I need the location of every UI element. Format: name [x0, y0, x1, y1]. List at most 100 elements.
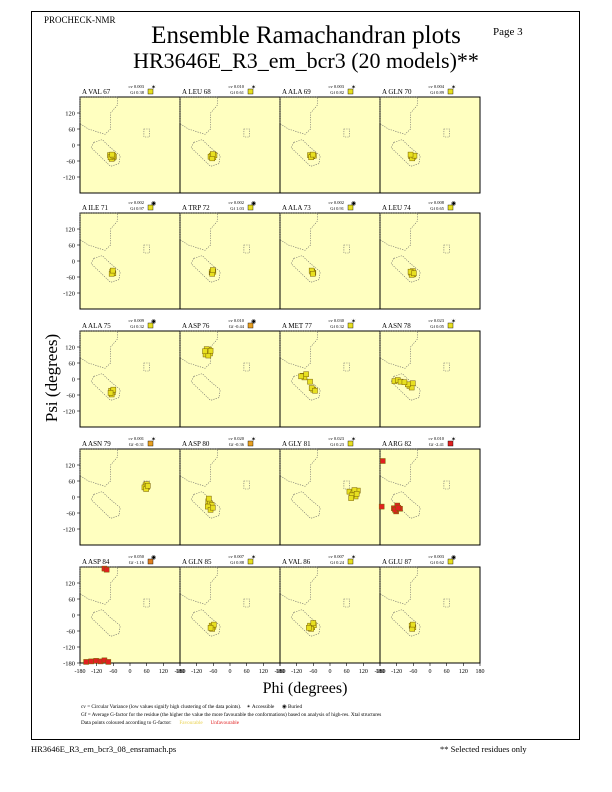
allowed-region-outline	[190, 373, 221, 401]
x-tick-label: -180	[175, 669, 186, 675]
page-title: Ensemble Ramachandran plots	[151, 22, 461, 49]
plot-panel	[279, 212, 381, 310]
data-point	[207, 347, 214, 354]
panel-label: A ARG 82	[382, 440, 412, 448]
panel-cv: cv 0.020	[229, 436, 245, 441]
data-point	[303, 371, 309, 377]
x-tick-label: 180	[476, 669, 485, 675]
data-point	[306, 625, 312, 631]
gf-color-swatch	[247, 558, 254, 565]
x-tick-label: 0	[429, 669, 432, 675]
allowed-region-outline	[190, 139, 221, 167]
data-point	[310, 620, 317, 626]
data-point	[312, 387, 318, 394]
allowed-region-outline	[379, 566, 418, 605]
allowed-region-outline	[343, 244, 350, 254]
allowed-region-outline	[190, 255, 221, 283]
x-tick-label: 0	[129, 669, 132, 675]
panel-cv: cv 0.001	[129, 436, 145, 441]
allowed-region-outline	[443, 244, 450, 254]
allowed-region-outline	[279, 212, 318, 251]
data-point	[145, 483, 151, 489]
allowed-region-outline	[190, 609, 221, 637]
allowed-region-outline	[390, 491, 421, 519]
data-point	[206, 495, 212, 502]
data-point	[211, 621, 217, 628]
buried-icon: ◉	[251, 201, 256, 207]
program-name: PROCHECK-NMR	[44, 15, 116, 25]
panel-gf: Gf 0.91	[330, 206, 344, 211]
panel-gf: Gf 0.65	[430, 206, 444, 211]
data-point	[353, 491, 360, 497]
panel-cv: cv 0.023	[329, 436, 345, 441]
panel-gf: Gf -0.36	[229, 442, 245, 447]
allowed-region-outline	[390, 255, 421, 283]
panel-cv: cv 0.002	[129, 200, 145, 205]
panel-gf: Gf -0.44	[229, 324, 245, 329]
x-tick-label: 60	[344, 669, 350, 675]
gf-color-swatch	[347, 88, 354, 95]
gf-color-swatch	[347, 558, 354, 565]
allowed-region-outline	[379, 448, 418, 487]
data-point	[298, 373, 304, 380]
data-point	[210, 267, 216, 273]
buried-icon: ◉	[251, 319, 256, 325]
data-point	[103, 566, 110, 573]
y-tick-label: -120	[63, 291, 75, 298]
allowed-region-outline	[243, 362, 250, 372]
allowed-region-outline	[379, 212, 418, 251]
allowed-region-outline	[179, 448, 218, 487]
gf-color-swatch	[147, 440, 154, 447]
accessible-icon: ✶	[151, 436, 156, 443]
gf-color-swatch	[447, 204, 454, 211]
panel-gf: Gf 0.23	[330, 442, 344, 447]
x-tick-label: 180	[176, 669, 185, 675]
gf-color-swatch	[147, 88, 154, 95]
data-point	[307, 378, 313, 385]
x-tick-label: 120	[159, 669, 168, 675]
y-tick-label: -120	[63, 527, 75, 534]
x-tick-label: 60	[144, 669, 150, 675]
data-point	[88, 658, 94, 665]
panel-gf: Gf 0.88	[230, 560, 244, 565]
allowed-region-outline	[290, 609, 321, 637]
y-tick-label: 0	[72, 613, 75, 620]
panel-gf: Gf 1.03	[230, 206, 244, 211]
y-tick-label: 60	[69, 479, 76, 486]
allowed-region-outline	[279, 566, 318, 605]
data-point	[207, 625, 214, 631]
gf-color-swatch	[347, 440, 354, 447]
allowed-region-outline	[290, 255, 321, 283]
panel-label: A LEU 74	[382, 204, 411, 212]
data-point	[105, 659, 112, 665]
gf-color-swatch	[247, 322, 254, 329]
allowed-region-outline	[343, 128, 350, 138]
x-tick-label: 180	[276, 669, 285, 675]
allowed-region-outline	[79, 566, 118, 605]
panel-cv: cv 0.003	[329, 84, 345, 89]
accessible-icon: ✶	[351, 436, 356, 443]
panel-cv: cv 0.003	[129, 84, 145, 89]
gf-color-swatch	[247, 88, 254, 95]
x-tick-label: 180	[376, 669, 385, 675]
plot-panel	[79, 566, 181, 664]
panel-cv: cv 0.023	[429, 318, 445, 323]
allowed-region-outline	[90, 373, 121, 401]
plot-panel	[279, 448, 381, 546]
legend-unfavourable: Unfavourable	[210, 720, 240, 726]
data-point	[83, 659, 89, 665]
panel-gf: Gf 0.61	[230, 90, 244, 95]
allowed-region-outline	[243, 598, 250, 608]
x-tick-label: -120	[191, 669, 202, 675]
panel-gf: Gf -2.41	[429, 442, 444, 447]
allowed-region-outline	[279, 330, 318, 369]
allowed-region-outline	[379, 330, 418, 369]
legend-cv-text: cv = Circular Variance (low values signi…	[81, 704, 242, 710]
plot-panel	[379, 212, 481, 310]
data-point	[310, 151, 316, 158]
panel-gf: Gf -0.31	[129, 442, 144, 447]
panel-label: A GLU 87	[382, 558, 412, 566]
allowed-region-outline	[79, 448, 118, 487]
panel-label: A ASP 76	[182, 322, 210, 330]
